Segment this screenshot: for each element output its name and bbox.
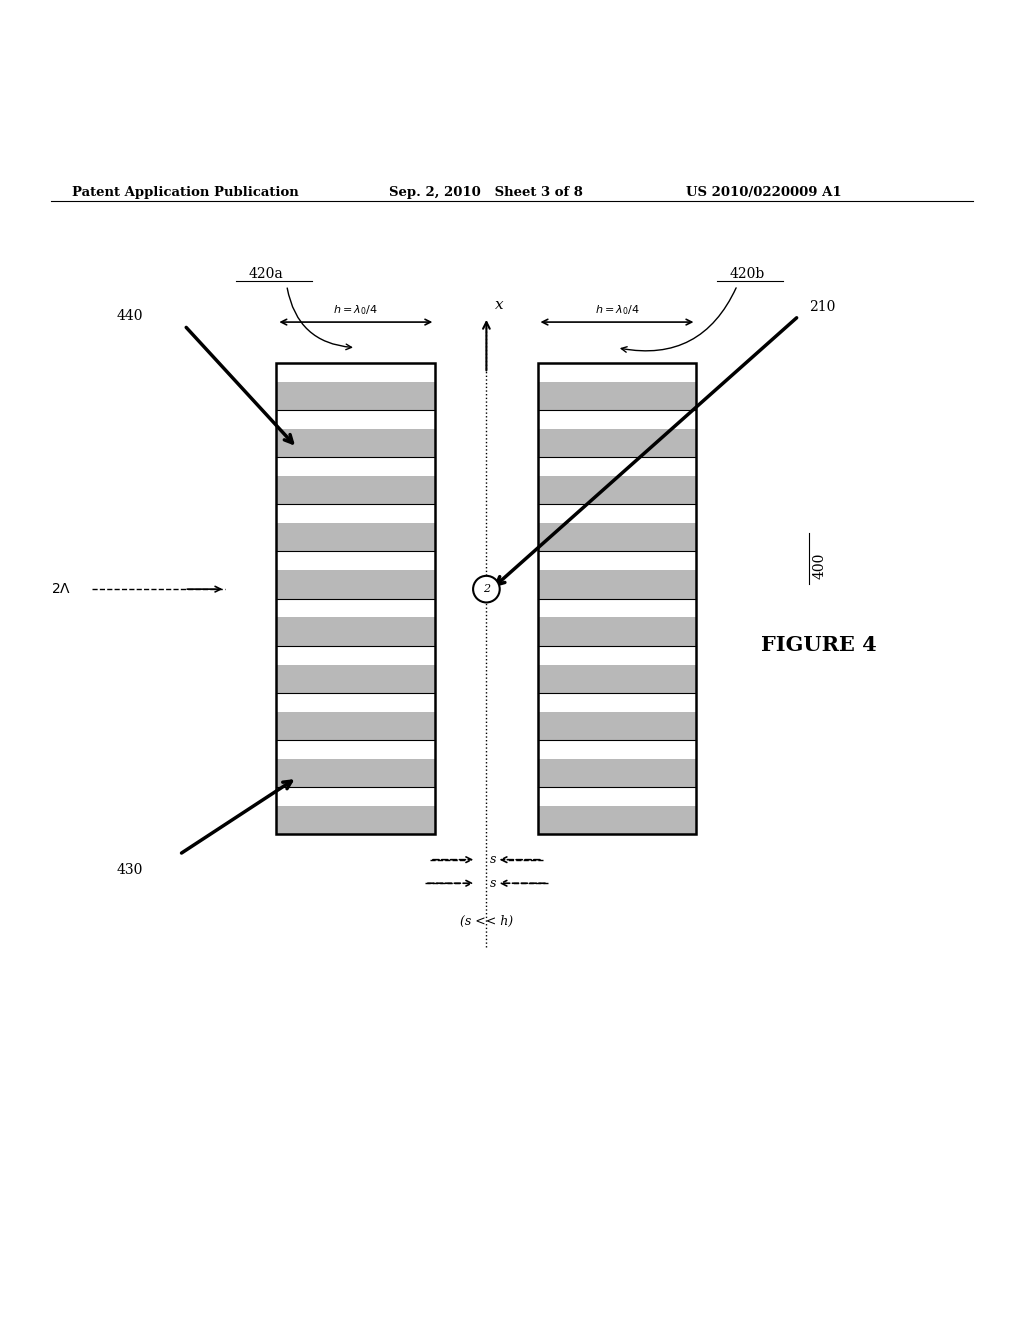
Bar bbox=[538, 381, 696, 411]
Bar bbox=[538, 477, 696, 504]
Bar bbox=[276, 570, 435, 598]
Text: $h = \lambda_0 / 4$: $h = \lambda_0 / 4$ bbox=[595, 304, 639, 317]
Text: FIGURE 4: FIGURE 4 bbox=[761, 635, 878, 655]
Bar bbox=[276, 759, 435, 787]
Bar bbox=[538, 664, 696, 693]
Bar bbox=[276, 711, 435, 741]
Text: Patent Application Publication: Patent Application Publication bbox=[72, 186, 298, 198]
Bar bbox=[538, 711, 696, 741]
Text: (s << h): (s << h) bbox=[460, 915, 513, 928]
Bar bbox=[276, 381, 435, 411]
Text: US 2010/0220009 A1: US 2010/0220009 A1 bbox=[686, 186, 842, 198]
Bar bbox=[276, 363, 435, 834]
Text: 420a: 420a bbox=[249, 267, 284, 281]
Bar bbox=[538, 759, 696, 787]
Bar bbox=[276, 477, 435, 504]
Bar bbox=[538, 363, 696, 834]
Text: 440: 440 bbox=[117, 309, 143, 323]
Text: $h = \lambda_0 / 4$: $h = \lambda_0 / 4$ bbox=[334, 304, 378, 317]
Text: $2\Lambda$: $2\Lambda$ bbox=[51, 582, 72, 597]
Bar bbox=[538, 805, 696, 834]
Bar bbox=[538, 363, 696, 834]
Bar bbox=[538, 618, 696, 645]
Bar bbox=[538, 523, 696, 552]
Bar bbox=[276, 805, 435, 834]
Bar bbox=[276, 664, 435, 693]
Text: s: s bbox=[486, 876, 497, 890]
Bar bbox=[276, 523, 435, 552]
Text: 430: 430 bbox=[117, 863, 143, 876]
Text: 210: 210 bbox=[809, 300, 836, 314]
Text: 420b: 420b bbox=[730, 267, 765, 281]
Bar bbox=[276, 429, 435, 457]
Text: 2: 2 bbox=[483, 585, 489, 594]
Bar bbox=[276, 363, 435, 834]
Bar bbox=[538, 429, 696, 457]
Bar bbox=[276, 618, 435, 645]
Text: x: x bbox=[495, 298, 503, 312]
Text: 400: 400 bbox=[812, 553, 826, 579]
Text: Sep. 2, 2010   Sheet 3 of 8: Sep. 2, 2010 Sheet 3 of 8 bbox=[389, 186, 583, 198]
Bar bbox=[538, 570, 696, 598]
Circle shape bbox=[473, 576, 500, 602]
Text: s: s bbox=[486, 853, 497, 866]
